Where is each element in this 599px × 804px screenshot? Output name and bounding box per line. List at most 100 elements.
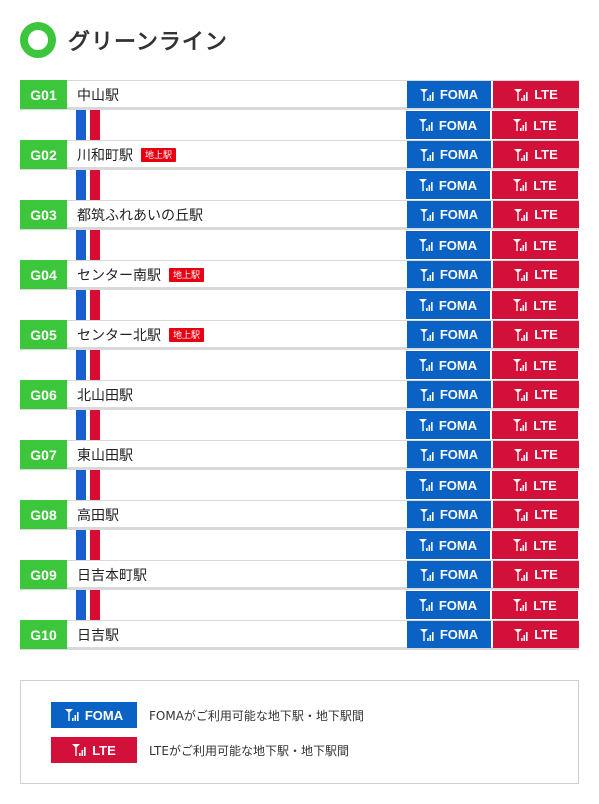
- signal-icon: [513, 599, 527, 611]
- foma-label: FOMA: [439, 147, 479, 162]
- legend-lte-badge: LTE: [51, 737, 137, 763]
- section-row: FOMA LTE: [20, 350, 579, 380]
- ground-station-badge: 地上駅: [141, 147, 177, 162]
- lte-label: LTE: [534, 507, 558, 522]
- rail-blue: [76, 110, 86, 140]
- foma-label: FOMA: [439, 627, 479, 642]
- lte-label: LTE: [533, 177, 557, 193]
- ground-station-badge: 地上駅: [169, 327, 205, 342]
- lte-label: LTE: [533, 477, 557, 493]
- station-name: 東山田駅: [77, 447, 133, 464]
- foma-label: FOMA: [438, 417, 478, 433]
- rail-blue: [76, 590, 86, 620]
- lte-label: LTE: [533, 357, 557, 373]
- station-row: G04 センター南駅 地上駅 FOMA LTE: [20, 260, 579, 290]
- lte-badge: LTE: [492, 291, 578, 319]
- station-code: G02: [20, 140, 67, 169]
- station-name: センター南駅: [77, 267, 161, 284]
- signal-icon: [514, 328, 528, 341]
- station-name-wrap: 日吉駅: [77, 621, 119, 648]
- station-code: G09: [20, 560, 67, 589]
- signal-icon: [514, 508, 528, 521]
- section-row: FOMA LTE: [20, 410, 579, 440]
- lte-badge: LTE: [492, 591, 578, 619]
- station-name: 日吉本町駅: [77, 567, 147, 584]
- station-name-wrap: センター南駅 地上駅: [77, 261, 205, 288]
- signal-icon: [72, 744, 86, 756]
- foma-label: FOMA: [439, 567, 479, 582]
- lte-label: LTE: [533, 597, 557, 613]
- station-row: G05 センター北駅 地上駅 FOMA LTE: [20, 320, 579, 350]
- station-code: G10: [20, 620, 67, 649]
- signal-icon: [513, 419, 527, 431]
- station-name: 川和町駅: [77, 147, 133, 164]
- lte-label: LTE: [534, 207, 558, 222]
- legend-foma-badge: FOMA: [51, 702, 137, 728]
- station-name-wrap: 日吉本町駅: [77, 561, 147, 588]
- signal-icon: [418, 119, 433, 131]
- station-name-wrap: 中山駅: [77, 81, 119, 108]
- station-code: G05: [20, 320, 67, 349]
- foma-badge: FOMA: [407, 441, 491, 468]
- lte-badge: LTE: [493, 381, 579, 408]
- rail-red: [90, 530, 100, 560]
- signal-icon: [418, 359, 433, 371]
- station-name: 北山田駅: [77, 387, 133, 404]
- lte-label: LTE: [534, 447, 558, 462]
- lte-badge: LTE: [493, 261, 579, 288]
- rail-blue: [76, 350, 86, 380]
- section-row: FOMA LTE: [20, 290, 579, 320]
- signal-icon: [419, 328, 434, 341]
- lte-badge: LTE: [493, 321, 579, 348]
- foma-badge: FOMA: [406, 591, 490, 619]
- rail-blue: [76, 470, 86, 500]
- foma-label: FOMA: [438, 477, 478, 493]
- station-name: センター北駅: [77, 327, 161, 344]
- legend-item-lte: LTE LTEがご利用可能な地下駅・地下駅間: [51, 737, 349, 763]
- signal-icon: [513, 179, 527, 191]
- foma-label: FOMA: [439, 507, 479, 522]
- lte-label: LTE: [533, 297, 557, 313]
- section-row: FOMA LTE: [20, 170, 579, 200]
- station-code: G04: [20, 260, 67, 289]
- section-row: FOMA LTE: [20, 470, 579, 500]
- section-row: FOMA LTE: [20, 530, 579, 560]
- signal-icon: [418, 419, 433, 431]
- station-name-wrap: センター北駅 地上駅: [77, 321, 205, 348]
- foma-label: FOMA: [439, 267, 479, 282]
- station-row: G09 日吉本町駅 FOMA LTE: [20, 560, 579, 590]
- section-row: FOMA LTE: [20, 590, 579, 620]
- signal-icon: [419, 568, 434, 581]
- legend-foma-label: FOMA: [84, 707, 124, 723]
- lte-badge: LTE: [493, 201, 579, 228]
- lte-badge: LTE: [493, 501, 579, 528]
- foma-badge: FOMA: [406, 231, 490, 259]
- section-row: FOMA LTE: [20, 230, 579, 260]
- foma-label: FOMA: [438, 117, 478, 133]
- signal-icon: [513, 239, 527, 251]
- signal-icon: [419, 88, 434, 101]
- foma-label: FOMA: [439, 207, 479, 222]
- rail-red: [90, 110, 100, 140]
- station-code: G08: [20, 500, 67, 529]
- lte-badge: LTE: [492, 231, 578, 259]
- foma-badge: FOMA: [407, 81, 491, 108]
- line-title: グリーンライン: [68, 30, 228, 55]
- foma-label: FOMA: [438, 177, 478, 193]
- signal-icon: [513, 359, 527, 371]
- lte-badge: LTE: [492, 111, 578, 139]
- foma-label: FOMA: [438, 357, 478, 373]
- lte-label: LTE: [533, 117, 557, 133]
- lte-badge: LTE: [492, 171, 578, 199]
- lte-label: LTE: [534, 147, 558, 162]
- foma-badge: FOMA: [407, 201, 491, 228]
- foma-label: FOMA: [438, 537, 478, 553]
- line-header: グリーンライン: [20, 22, 228, 58]
- foma-badge: FOMA: [407, 321, 491, 348]
- rail-blue: [76, 230, 86, 260]
- rail-red: [90, 230, 100, 260]
- signal-icon: [514, 208, 528, 221]
- legend-item-foma: FOMA FOMAがご利用可能な地下駅・地下駅間: [51, 702, 364, 728]
- station-row: G07 東山田駅 FOMA LTE: [20, 440, 579, 470]
- rail-red: [90, 170, 100, 200]
